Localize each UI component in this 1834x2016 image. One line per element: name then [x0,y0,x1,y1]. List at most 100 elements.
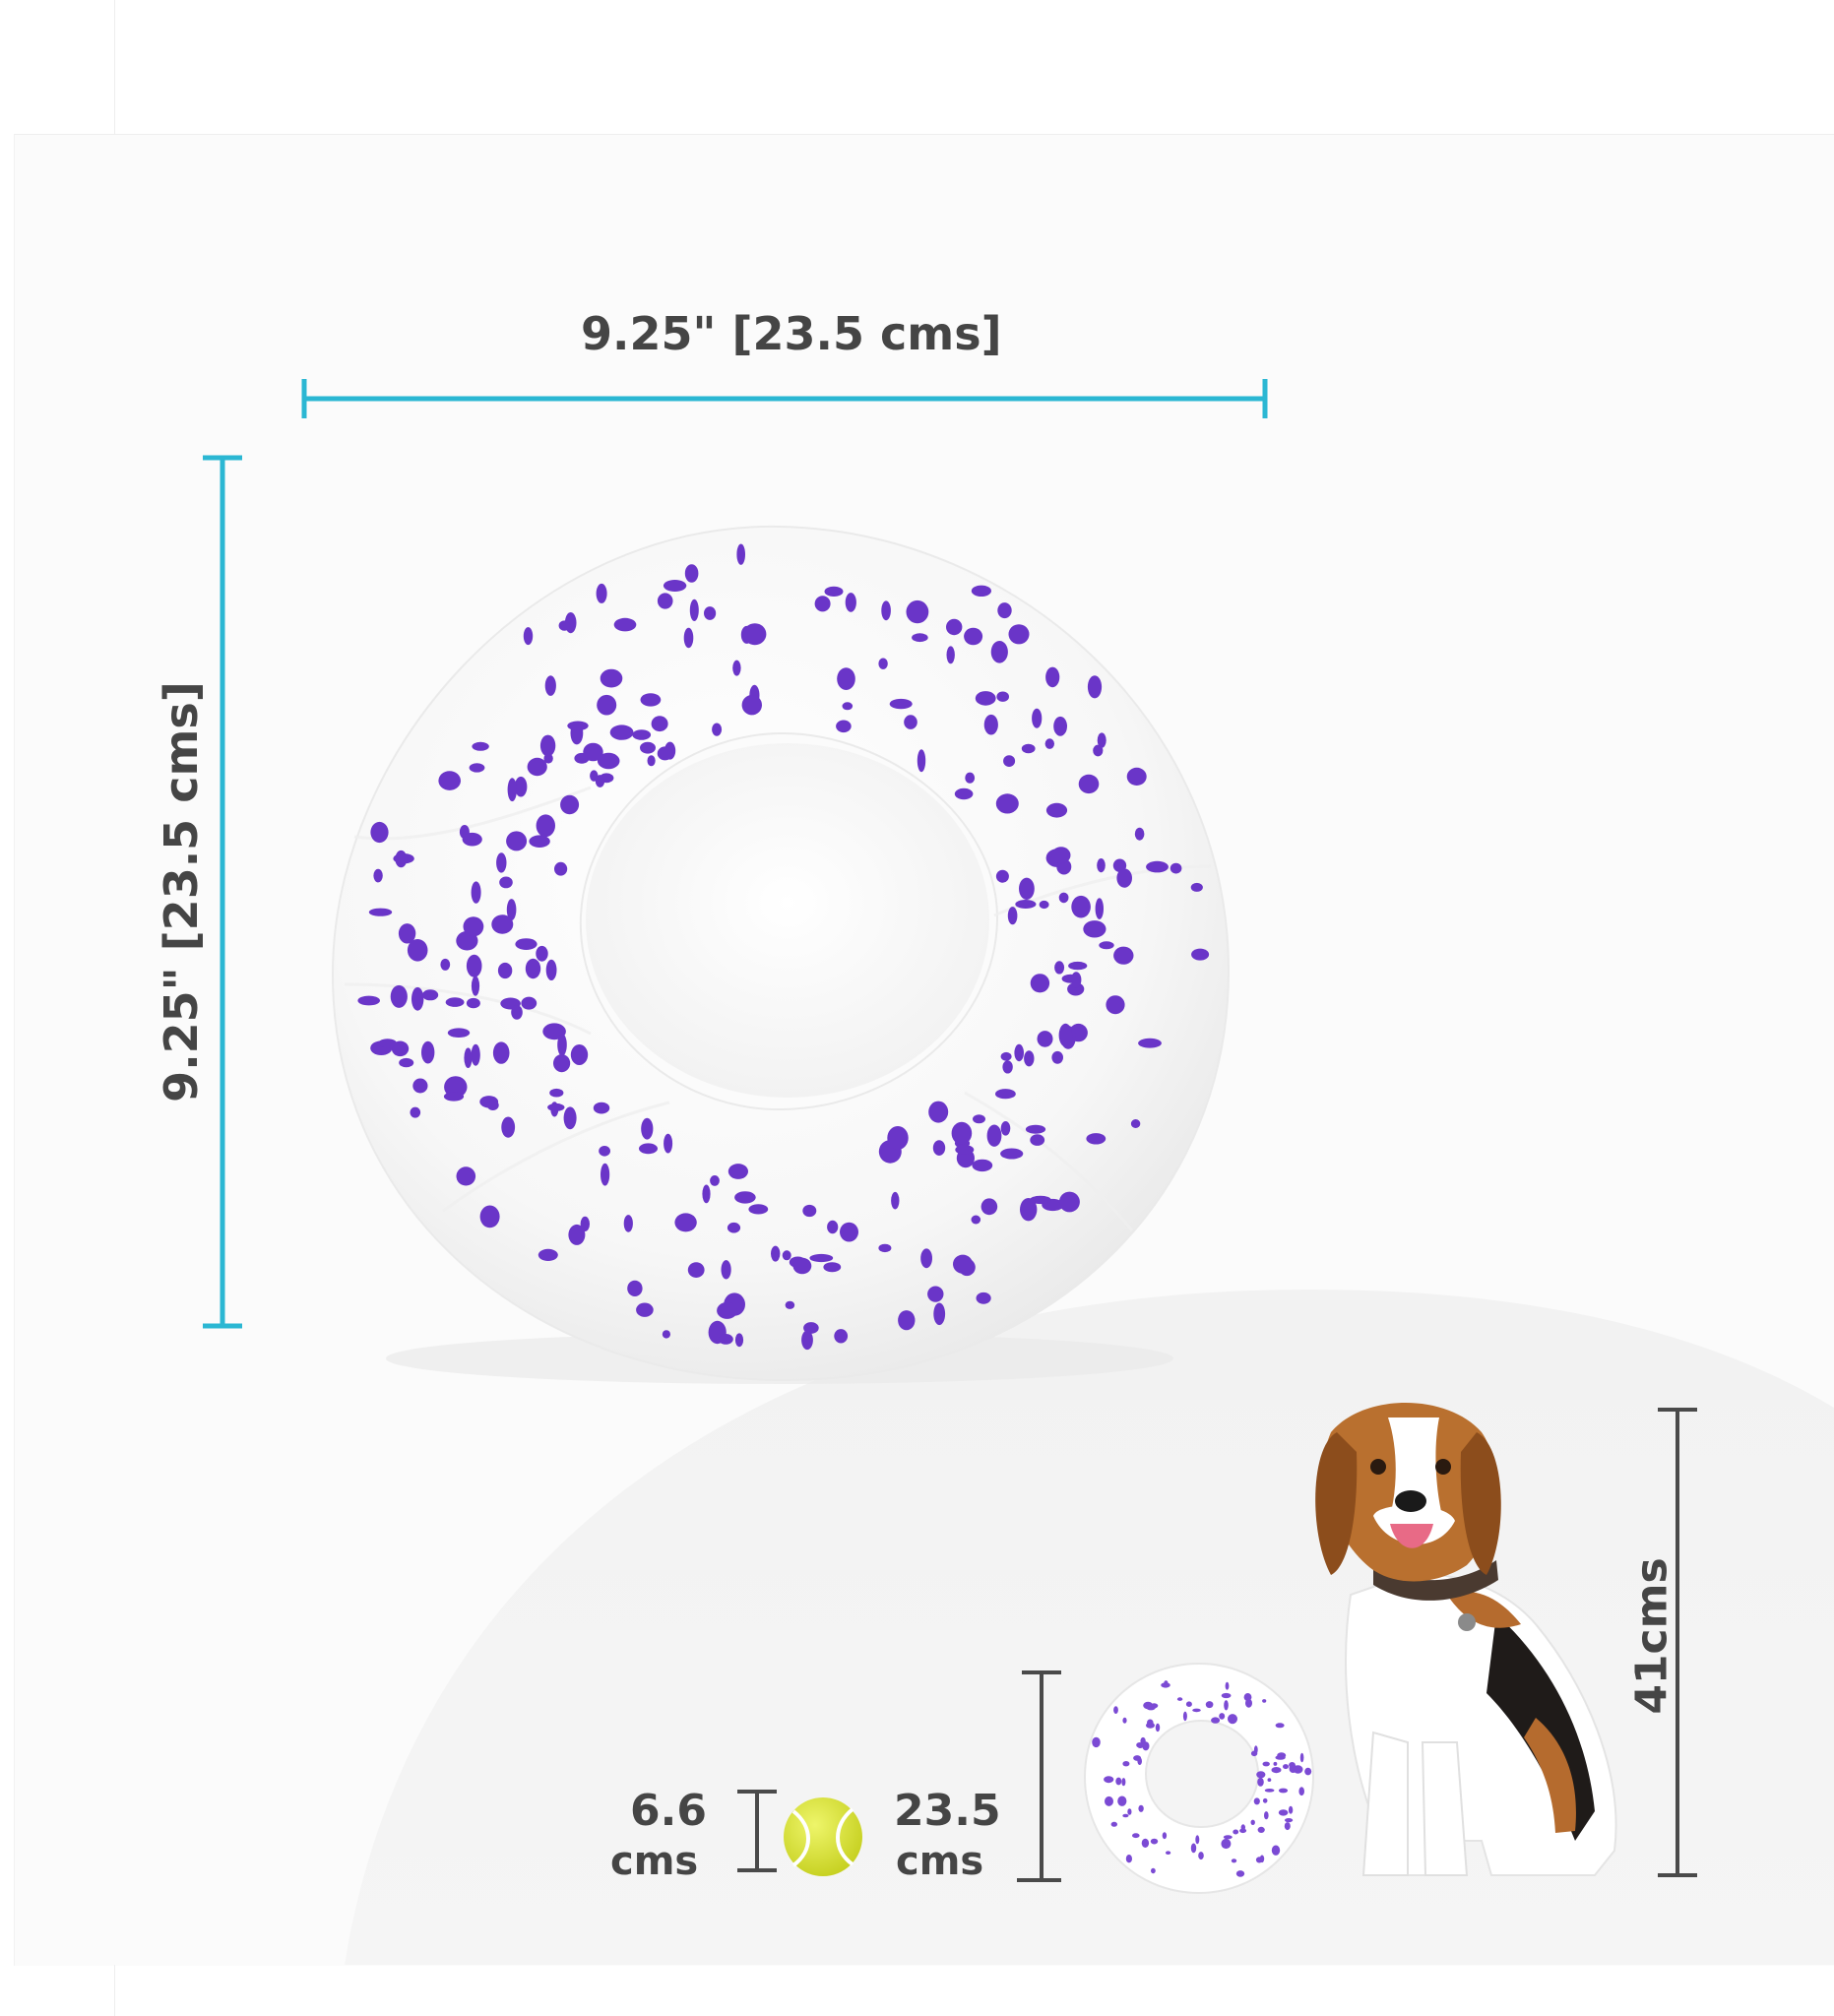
speckle [507,778,517,802]
speckle [567,721,589,731]
beagle-dog [1315,1403,1617,1876]
speckle [471,1043,480,1066]
speckle [1138,1804,1144,1812]
speckle [771,1245,781,1262]
speckle [412,1078,428,1094]
speckle [1030,974,1050,993]
speckle [782,1250,791,1261]
speckle [1162,1832,1168,1840]
speckle [1113,1706,1118,1714]
donut-toy-large [331,525,1231,1384]
speckle [1020,1198,1038,1222]
speckle [946,646,955,664]
toy-size-value: 23.5 [894,1786,1001,1836]
speckle [647,755,656,767]
speckle [657,593,673,609]
speckle [1137,1757,1142,1765]
speckle [976,1292,991,1304]
speckle [398,923,416,944]
speckle [955,1145,975,1155]
speckle [399,1057,414,1068]
speckle [980,1198,998,1216]
speckles-small [1092,1680,1312,1877]
speckle [1030,1195,1051,1205]
speckle [1058,1023,1073,1047]
speckle [975,691,996,706]
toy-bracket [1017,1670,1061,1882]
speckle [499,876,513,889]
frame-top-left-tick [114,0,115,134]
speckle [785,1300,795,1309]
speckle [549,1088,564,1098]
speckle [827,1220,839,1234]
speckle [1099,941,1114,950]
speckle [1045,666,1060,688]
speckle [971,1215,981,1225]
speckle [368,908,393,916]
speckle [1122,1813,1129,1818]
speckle [479,1205,500,1228]
speckle [536,945,548,962]
speckle [1058,892,1069,904]
height-label: 9.25" [23.5 cms] [155,681,208,1102]
speckle [1051,847,1071,864]
speckle [410,1106,421,1118]
speckle [837,667,855,690]
speckle [496,852,507,873]
speckle [986,1124,1002,1147]
speckle [845,593,856,612]
toy-size-unit: cms [896,1839,984,1884]
speckle [568,1224,586,1245]
speckle [1299,1752,1304,1763]
speckle [1235,1870,1245,1877]
speckle [486,1100,499,1111]
dog-height-label: 41cms [1626,1557,1677,1715]
tennis-ball [784,1797,862,1876]
speckle [466,997,480,1009]
speckle [891,1191,900,1210]
speckle [651,716,668,732]
speckle [1257,1777,1264,1787]
speckle [492,1041,510,1064]
speckle [741,695,762,716]
speckle [593,1102,610,1114]
speckle [1221,1838,1232,1850]
speckle [583,742,603,762]
donut-toy-small [1083,1662,1315,1895]
speckle [472,741,489,751]
speckle [689,598,699,622]
speckle [1298,1787,1304,1796]
speckle [1021,743,1036,754]
speckle [501,1116,516,1138]
speckle [1190,882,1203,892]
speckle [1007,907,1018,925]
speckle [734,1191,756,1204]
speckle [712,723,723,736]
speckle [840,1222,858,1242]
speckle [834,1329,849,1344]
speckle [466,954,482,977]
speckle [597,694,617,716]
speckle [906,599,929,624]
speckle [445,997,465,1007]
speckle [1003,755,1016,767]
speckle [1284,1822,1291,1831]
speckle [674,1213,697,1232]
speckle [1245,1698,1252,1708]
speckle [538,1248,558,1261]
speckle [1125,1855,1132,1863]
speckle [1231,1858,1237,1863]
speckle [973,1114,985,1124]
speckle [1097,732,1107,748]
speckle [1192,1708,1201,1713]
speckle [1221,1692,1232,1699]
speckle [990,641,1008,663]
speckle [1106,995,1125,1015]
speckle [983,714,998,735]
speckle [463,916,484,937]
speckle [1025,1124,1046,1134]
speckle [965,772,976,784]
speckle [953,1254,973,1274]
speckle [1205,1701,1214,1709]
speckle [1071,972,1082,988]
